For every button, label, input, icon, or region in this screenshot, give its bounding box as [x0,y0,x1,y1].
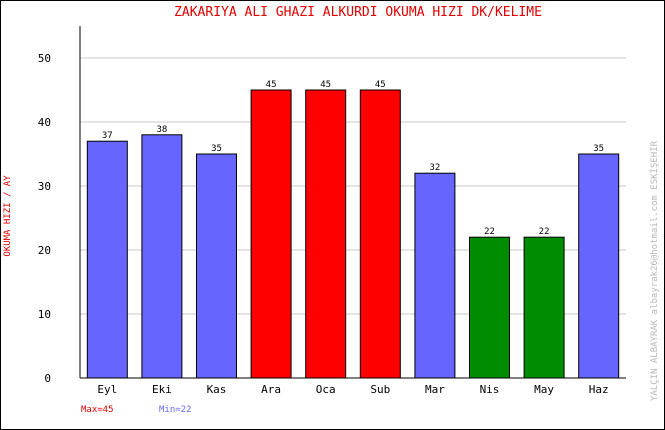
bar-value-label: 35 [211,144,222,154]
y-tick-label: 20 [38,244,51,257]
y-tick-label: 30 [38,180,51,193]
x-tick-label: Sub [370,383,390,396]
bar-value-label: 22 [539,227,550,237]
y-axis-label: OKUMA HIZI / AY [3,175,13,257]
x-tick-label: Eki [152,383,172,396]
bar [196,153,237,379]
bar [359,89,401,379]
y-tick-label: 40 [38,116,51,129]
bar-value-label: 22 [484,227,495,237]
bar [305,89,347,379]
bar [250,89,292,379]
bar-value-label: 35 [593,144,604,154]
bar-value-label: 37 [102,131,113,141]
min-label: Min=22 [159,405,192,415]
bar-value-label: 32 [429,163,440,173]
x-tick-label: Oca [316,383,336,396]
x-tick-label: Mar [425,383,445,396]
bar [469,236,510,379]
bar-value-label: 45 [266,80,277,90]
max-label: Max=45 [81,405,114,415]
bar [414,172,456,379]
bar [523,236,565,379]
bar [141,134,183,379]
x-tick-label: Kas [207,383,227,396]
y-tick-label: 10 [38,308,51,321]
y-tick-label: 50 [38,52,51,65]
x-tick-label: Haz [589,383,609,396]
credit-text: YALÇIN ALBAYRAK albayrak26@hotmail.com E… [649,140,660,401]
x-tick-label: Nis [480,383,500,396]
x-tick-label: Eyl [97,383,117,396]
bar-value-label: 45 [320,80,331,90]
x-tick-label: Ara [261,383,281,396]
chart-title: ZAKARIYA ALI GHAZI ALKURDI OKUMA HIZI DK… [174,5,542,20]
bar [86,140,128,379]
bar-value-label: 38 [156,125,167,135]
bar-value-label: 45 [375,80,386,90]
bar [578,153,620,379]
y-tick-label: 0 [44,372,51,385]
x-tick-label: May [534,383,554,396]
